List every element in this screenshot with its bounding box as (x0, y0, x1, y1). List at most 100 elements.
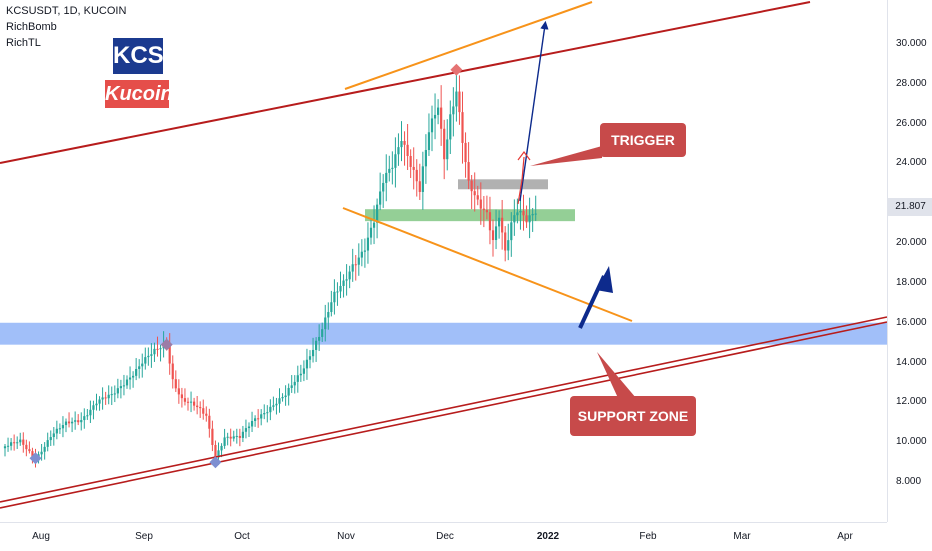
candle-body (479, 199, 482, 209)
candle-body (458, 91, 461, 113)
candle-body (55, 428, 58, 434)
candle-body (311, 349, 315, 357)
candle-body (406, 144, 409, 157)
candle-body (238, 435, 241, 438)
gray-zone (458, 179, 548, 190)
candle-body (189, 401, 193, 403)
candle-body (510, 222, 513, 241)
y-tick-label: 26.000 (896, 117, 927, 129)
candle-body (330, 302, 333, 313)
candle-body (19, 439, 22, 443)
candle-body (376, 204, 379, 223)
candle-body (412, 166, 415, 170)
trigger-callout: TRIGGER (600, 123, 686, 157)
candle-body (400, 140, 403, 148)
candle-body (260, 414, 263, 419)
y-tick-label: 18.000 (896, 276, 927, 288)
candle-body (202, 408, 205, 414)
support-zone-band (0, 322, 887, 345)
y-tick-label: 28.000 (896, 77, 927, 89)
candle-body (427, 132, 431, 151)
candle-body (397, 147, 400, 155)
candle-body (263, 413, 266, 415)
lower-orange-line (342, 207, 633, 322)
candle-body (275, 403, 278, 406)
candle-body (324, 317, 327, 330)
candle-body (122, 385, 126, 387)
candle-body (516, 212, 519, 216)
x-tick-label: 2022 (536, 531, 560, 542)
candle-body (80, 420, 83, 423)
candle-body (385, 172, 388, 183)
candle-body (476, 195, 479, 200)
candle-body (318, 336, 321, 341)
time-axis[interactable]: Aug Sep Oct Nov Dec 2022 Feb Mar Apr (0, 522, 887, 551)
trigger-pointer (530, 146, 602, 166)
candle-body (494, 226, 498, 241)
y-tick-label: 24.000 (896, 157, 927, 169)
candle-body (464, 142, 467, 163)
candle-body (430, 118, 434, 133)
candle-body (110, 394, 113, 396)
candle-body (513, 215, 516, 223)
candle-body (116, 388, 119, 394)
candle-body (345, 279, 348, 281)
candle-body (101, 397, 104, 400)
candle-body (196, 405, 199, 408)
candle-body (269, 406, 272, 413)
candle-body (92, 405, 95, 410)
candle-body (171, 363, 174, 380)
candle-body (46, 440, 49, 447)
candle-body (28, 449, 31, 452)
candle-body (504, 232, 507, 251)
candle-body (455, 91, 458, 107)
candle-body (534, 213, 537, 215)
candle-body (449, 114, 452, 140)
candle-body (452, 106, 455, 115)
candle-body (488, 212, 492, 231)
candle-body (519, 211, 522, 213)
candle-body (153, 348, 156, 355)
candle-body (205, 413, 208, 416)
candle-body (293, 381, 296, 386)
candle-body (333, 291, 336, 303)
y-tick-label: 30.000 (896, 37, 927, 49)
candle-body (418, 181, 421, 192)
candle-body (391, 167, 394, 169)
candle-body (403, 140, 406, 145)
indicator-richbomb: RichBomb (6, 21, 57, 33)
candle-body (351, 264, 354, 272)
candle-body (244, 428, 248, 432)
candle-body (168, 344, 171, 364)
candle-body (61, 425, 65, 429)
candle-body (43, 446, 46, 452)
candle-body (254, 418, 257, 421)
price-axis[interactable]: 8.000 10.000 12.000 14.000 16.000 18.000 20.00… (887, 0, 932, 522)
candle-body (382, 182, 385, 192)
candle-body (284, 395, 287, 398)
candle-body (366, 237, 370, 251)
x-tick-label: Apr (837, 531, 853, 542)
candle-body (183, 398, 187, 402)
candle-body (525, 215, 528, 223)
candle-body (113, 393, 116, 395)
candle-body (49, 437, 52, 441)
candle-body (372, 222, 376, 228)
candle-body (482, 208, 485, 211)
candle-body (424, 150, 427, 167)
candle-body (159, 348, 162, 350)
trigger-arrow-shaft (517, 156, 525, 205)
lower-channel-line-2 (0, 321, 888, 509)
candle-body (156, 348, 159, 350)
candle-body (104, 397, 107, 399)
candle-body (58, 428, 61, 430)
candle-body (281, 397, 284, 399)
candle-body (128, 377, 132, 380)
candle-body (250, 420, 254, 427)
candle-body (287, 387, 290, 396)
candle-body (522, 211, 525, 216)
candle-body (89, 409, 92, 416)
candle-body (40, 451, 43, 455)
candle-body (348, 271, 351, 280)
